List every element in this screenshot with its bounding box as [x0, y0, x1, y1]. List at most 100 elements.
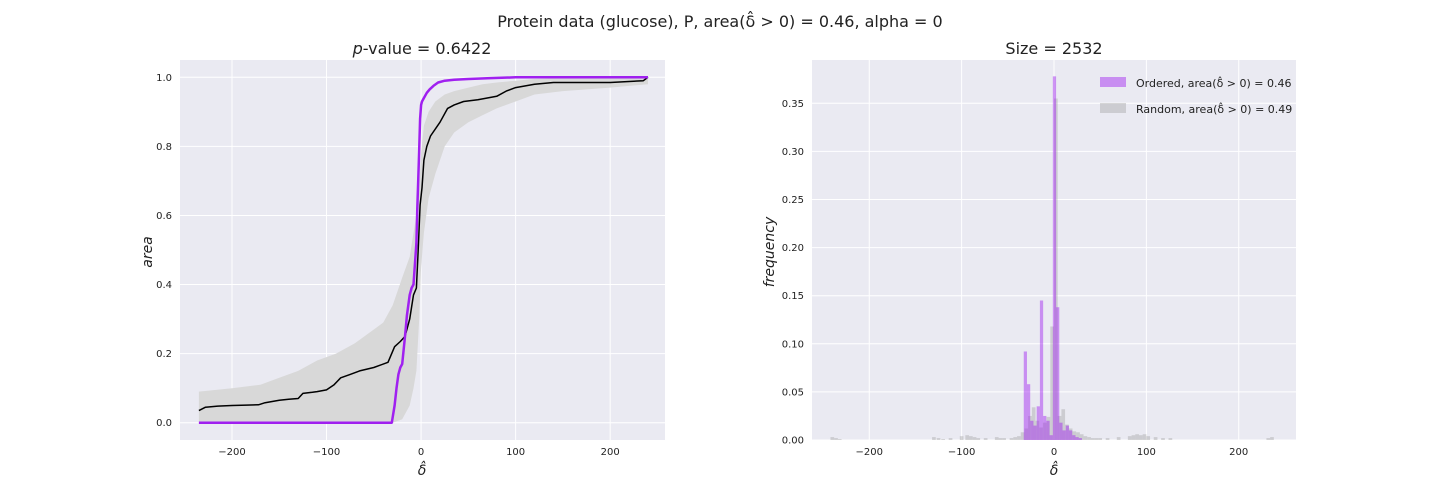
area-plot-ytick-label: 0.4 [156, 280, 172, 291]
ordered-histogram-bar [1065, 425, 1070, 440]
random-histogram-bar [1135, 434, 1139, 440]
area-plot-xtick-label: 0 [418, 447, 424, 458]
histogram-ytick-labels: 0.00 0.05 0.10 0.15 0.20 0.25 0.30 0.35 [782, 99, 804, 447]
histogram-xtick-label: −100 [948, 447, 975, 458]
random-histogram-bars [830, 98, 1274, 440]
area-plot-ytick-label: 0.0 [156, 418, 172, 429]
ordered-histogram-bar [1078, 438, 1082, 440]
random-histogram-bar [1161, 438, 1165, 440]
area-plot-panel: −200 −100 0 100 200 0.0 0.2 0.4 0.6 0.8 1.0 p-val… [140, 39, 665, 479]
random-histogram-bar [1105, 438, 1110, 440]
histogram-ytick-label: 0.10 [782, 339, 804, 350]
random-histogram-bar [1083, 436, 1088, 440]
ordered-histogram-bars [1023, 76, 1082, 440]
legend-swatch-ordered [1100, 77, 1126, 87]
histogram-ytick-label: 0.20 [782, 243, 804, 254]
random-histogram-bar [932, 437, 936, 440]
random-band [198, 77, 648, 423]
random-histogram-bar [1017, 436, 1021, 440]
ordered-histogram-bar [1075, 437, 1079, 440]
random-histogram-bar [1031, 407, 1036, 440]
histogram-panel: −200 −100 0 100 200 0.00 0.05 0.10 0.15 0.20 0.25… [762, 39, 1296, 479]
random-histogram-bar [1142, 434, 1147, 440]
area-plot-title: p-value = 0.6422 [352, 39, 492, 58]
histogram-ytick-label: 0.30 [782, 147, 804, 158]
area-plot-xtick-label: 200 [601, 447, 620, 458]
random-histogram-bar [1046, 416, 1051, 440]
legend-swatch-random [1100, 103, 1126, 113]
area-plot-ytick-label: 0.2 [156, 349, 172, 360]
histogram-ytick-label: 0.15 [782, 291, 804, 302]
histogram-xtick-label: 100 [1137, 447, 1156, 458]
random-histogram-bar [1035, 420, 1040, 440]
random-histogram-bar [1042, 422, 1047, 440]
histogram-title: Size = 2532 [1005, 39, 1102, 58]
histogram-xtick-label: 200 [1229, 447, 1248, 458]
random-histogram-bar [1028, 415, 1032, 440]
random-histogram-bar [1061, 409, 1066, 440]
histogram-grid [812, 60, 1296, 441]
ordered-histogram-bar [1046, 420, 1050, 440]
ordered-histogram-bar [1030, 420, 1034, 440]
random-histogram-bar [1024, 428, 1029, 440]
ordered-histogram-bar [1056, 307, 1060, 440]
random-histogram-bar [1168, 438, 1173, 440]
random-histogram-bar [1131, 435, 1136, 440]
random-histogram-bar [1057, 415, 1062, 440]
random-histogram-bar [1087, 437, 1091, 440]
random-histogram-bar [834, 438, 838, 440]
random-histogram-bar [1094, 438, 1099, 440]
histogram-xtick-labels: −200 −100 0 100 200 [856, 447, 1249, 458]
histogram-ytick-label: 0.00 [782, 436, 804, 447]
area-plot-xtick-labels: −200 −100 0 100 200 [218, 447, 619, 458]
histogram-ylabel: frequency [762, 216, 778, 287]
ordered-histogram-bar [1033, 425, 1037, 440]
random-histogram-bar [1072, 431, 1077, 440]
ordered-histogram-bar [1072, 435, 1076, 440]
suptitle-text: Protein data (glucose), P, area(δ̂ > 0) … [497, 12, 943, 31]
area-plot-xtick-label: −200 [218, 447, 245, 458]
random-histogram-bar [1013, 437, 1018, 440]
histogram-xtick-label: 0 [1051, 447, 1057, 458]
histogram-ytick-label: 0.25 [782, 195, 804, 206]
random-histogram-bar [1039, 427, 1043, 440]
random-histogram-bar [969, 436, 973, 440]
area-plot-ytick-label: 0.8 [156, 142, 172, 153]
histogram-xtick-label: −200 [856, 447, 883, 458]
area-plot-xtick-label: 100 [506, 447, 525, 458]
random-histogram-bar [1098, 438, 1103, 440]
random-histogram-bar [1153, 437, 1158, 440]
random-mean-line [198, 76, 649, 412]
random-histogram-bar [994, 437, 999, 440]
area-plot-ytick-labels: 0.0 0.2 0.4 0.6 0.8 1.0 [156, 73, 172, 429]
random-histogram-bar [1076, 432, 1080, 440]
random-histogram-bar [1138, 435, 1143, 440]
area-plot-lines [198, 76, 649, 424]
ordered-histogram-bar [1052, 76, 1057, 440]
legend-label-ordered: Ordered, area(δ̂ > 0) = 0.46 [1136, 76, 1292, 90]
random-histogram-bar [976, 438, 981, 440]
ordered-histogram-bar [1043, 415, 1047, 440]
random-histogram-bar [1068, 428, 1073, 440]
random-histogram-bar [972, 437, 977, 440]
random-histogram-bar [1020, 432, 1025, 440]
ordered-histogram-bar [1059, 422, 1063, 440]
area-plot-ylabel: area [140, 236, 156, 268]
random-histogram-bar [1090, 438, 1095, 440]
random-histogram-bar [830, 437, 835, 440]
random-histogram-bar [941, 439, 945, 440]
ordered-histogram-bar [1062, 430, 1066, 440]
area-plot-background [180, 60, 665, 440]
area-plot-xtick-label: −100 [313, 447, 340, 458]
histogram-legend: Ordered, area(δ̂ > 0) = 0.46 Random, are… [1100, 76, 1292, 116]
ordered-histogram-bar [1026, 384, 1031, 440]
ordered-histogram-bar [1069, 430, 1073, 440]
random-band-area [198, 77, 648, 423]
random-histogram-bar [965, 435, 970, 440]
area-plot-ytick-label: 0.6 [156, 211, 172, 222]
random-histogram-bar [1009, 438, 1014, 440]
random-histogram-bar [1050, 326, 1054, 440]
ordered-histogram-bar [1049, 435, 1053, 440]
